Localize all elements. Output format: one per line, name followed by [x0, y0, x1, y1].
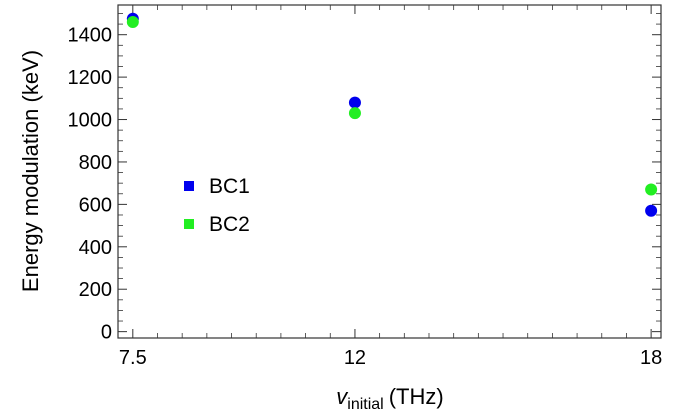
y-tick-label: 0 [101, 322, 112, 344]
data-point-bc2 [348, 107, 361, 120]
legend: BC1 BC2 [184, 175, 250, 236]
y-tick-label: 1200 [68, 67, 113, 89]
axis-ticks [118, 5, 661, 338]
legend-marker-bc1 [184, 181, 194, 191]
y-tick-label: 1000 [68, 110, 113, 132]
data-points [126, 12, 658, 217]
y-axis-label: Energy modulation (keV) [18, 50, 43, 292]
data-point-bc1 [645, 204, 658, 217]
data-point-bc2 [645, 183, 658, 196]
legend-label-bc1: BC1 [209, 175, 250, 198]
x-tick-label: 7.5 [119, 347, 147, 369]
x-axis-label: vinitial (THz) [336, 384, 443, 413]
legend-marker-bc2 [184, 219, 194, 229]
y-tick-label: 800 [79, 152, 112, 174]
y-tick-label: 200 [79, 279, 112, 301]
axis-tick-labels: 0 200 400 600 800 1000 1200 1400 7.5 12 18 [68, 25, 663, 369]
data-point-bc1 [348, 96, 361, 109]
y-tick-label: 600 [79, 194, 112, 216]
x-tick-label: 12 [344, 347, 366, 369]
data-point-bc2 [126, 15, 139, 28]
legend-label-bc2: BC2 [209, 213, 250, 236]
x-tick-label: 18 [640, 347, 662, 369]
plot-frame [117, 4, 662, 339]
x-axis-subscript: initial [347, 396, 383, 413]
y-tick-label: 1400 [68, 25, 113, 47]
y-tick-label: 400 [79, 237, 112, 259]
x-axis-unit: (THz) [389, 384, 444, 409]
x-axis-symbol: v [336, 384, 349, 409]
